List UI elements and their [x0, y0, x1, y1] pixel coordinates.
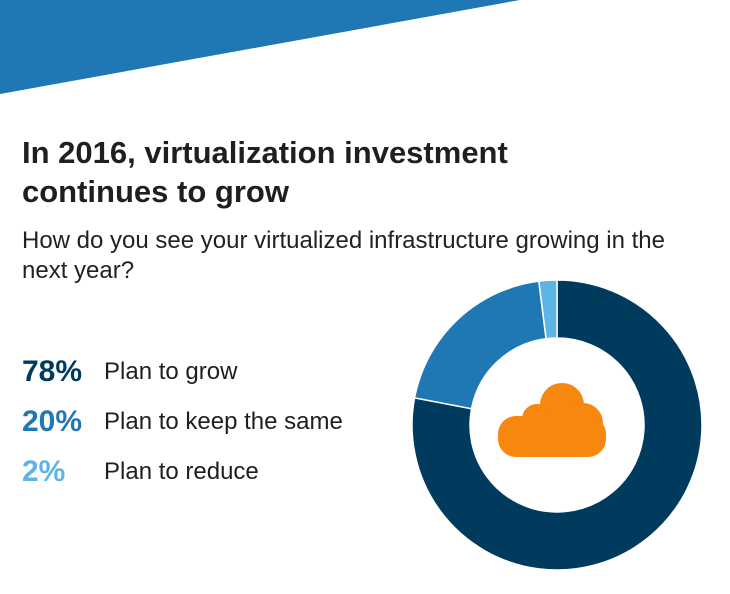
donut-slices	[411, 279, 703, 571]
legend-item: 20% Plan to keep the same	[22, 402, 402, 452]
chart-subtitle: How do you see your virtualized infrastr…	[22, 227, 665, 284]
legend-label: Plan to keep the same	[104, 408, 343, 435]
donut-slice	[413, 280, 547, 410]
legend: 78% Plan to grow 20% Plan to keep the sa…	[22, 352, 402, 502]
legend-value: 78%	[22, 355, 83, 388]
donut-chart	[411, 279, 703, 571]
donut-slice	[411, 279, 703, 571]
legend-label: Plan to grow	[104, 358, 238, 385]
legend-item: 2% Plan to reduce	[22, 452, 402, 502]
chart-title: In 2016, virtualization investment conti…	[22, 135, 508, 209]
cloud-icon	[498, 383, 606, 457]
banner-stripe	[0, 0, 520, 94]
legend-value: 20%	[22, 405, 83, 438]
legend-label: Plan to reduce	[104, 458, 259, 485]
donut-slice	[537, 279, 558, 340]
legend-value: 2%	[22, 455, 66, 488]
legend-item: 78% Plan to grow	[22, 352, 402, 402]
header-banner	[0, 0, 520, 94]
